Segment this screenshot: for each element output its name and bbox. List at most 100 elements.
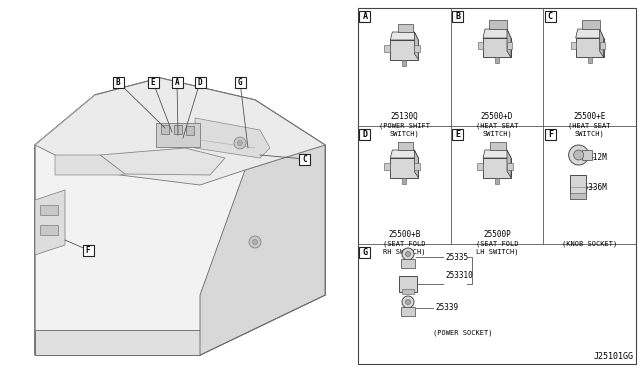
- Bar: [161, 125, 169, 134]
- Bar: [507, 163, 513, 170]
- Polygon shape: [483, 150, 511, 158]
- Bar: [360, 128, 371, 140]
- Bar: [83, 244, 93, 256]
- Text: SWITCH): SWITCH): [575, 130, 605, 137]
- Bar: [478, 42, 483, 49]
- Polygon shape: [35, 78, 325, 185]
- Bar: [483, 158, 511, 177]
- Bar: [403, 177, 406, 183]
- Text: SWITCH): SWITCH): [390, 130, 419, 137]
- Circle shape: [402, 296, 414, 308]
- Text: F: F: [548, 129, 553, 138]
- Polygon shape: [507, 150, 511, 177]
- Polygon shape: [100, 148, 225, 175]
- Circle shape: [406, 299, 410, 305]
- Circle shape: [253, 240, 257, 244]
- Text: (POWER SOCKET): (POWER SOCKET): [433, 329, 493, 336]
- Bar: [571, 42, 575, 49]
- Polygon shape: [600, 29, 604, 57]
- Bar: [477, 163, 483, 170]
- Text: 25500+E: 25500+E: [573, 112, 606, 121]
- Bar: [495, 57, 499, 63]
- Text: 25500P: 25500P: [483, 230, 511, 239]
- Polygon shape: [414, 32, 419, 60]
- Bar: [414, 163, 420, 170]
- Polygon shape: [390, 150, 419, 158]
- Bar: [490, 142, 506, 150]
- Bar: [403, 60, 406, 65]
- Polygon shape: [35, 330, 200, 355]
- Bar: [385, 163, 390, 170]
- Text: (HEAT SEAT: (HEAT SEAT: [568, 122, 611, 128]
- Text: 253310: 253310: [445, 272, 473, 280]
- Text: A: A: [362, 12, 367, 20]
- Polygon shape: [55, 155, 125, 175]
- Bar: [147, 77, 159, 87]
- Circle shape: [249, 236, 261, 248]
- Polygon shape: [35, 78, 325, 355]
- Text: RH SWITCH): RH SWITCH): [383, 248, 426, 254]
- Text: E: E: [455, 129, 460, 138]
- Text: 25500+D: 25500+D: [481, 112, 513, 121]
- Circle shape: [569, 145, 589, 165]
- Text: D: D: [198, 77, 202, 87]
- Bar: [401, 307, 415, 316]
- Text: SWITCH): SWITCH): [482, 130, 512, 137]
- Text: (SEAT FOLD: (SEAT FOLD: [476, 240, 518, 247]
- Bar: [570, 175, 586, 199]
- Text: C: C: [303, 154, 307, 164]
- Bar: [575, 38, 604, 57]
- Circle shape: [234, 137, 246, 149]
- Bar: [385, 45, 390, 52]
- Bar: [507, 42, 512, 49]
- Bar: [186, 126, 194, 135]
- Polygon shape: [35, 190, 65, 255]
- Bar: [172, 77, 182, 87]
- Text: (HEAT SEAT: (HEAT SEAT: [476, 122, 518, 128]
- Text: F: F: [86, 246, 90, 254]
- Text: A: A: [175, 77, 179, 87]
- Text: (SEAT FOLD: (SEAT FOLD: [383, 240, 426, 247]
- Bar: [397, 142, 413, 150]
- Bar: [483, 38, 511, 57]
- Bar: [113, 77, 124, 87]
- Text: LH SWITCH): LH SWITCH): [476, 248, 518, 254]
- Polygon shape: [507, 29, 511, 57]
- Bar: [414, 45, 420, 52]
- Bar: [545, 10, 556, 22]
- Text: G: G: [237, 77, 243, 87]
- Text: (POWER SHIFT: (POWER SHIFT: [379, 122, 430, 128]
- Bar: [452, 128, 463, 140]
- Text: G: G: [362, 247, 367, 257]
- Bar: [452, 10, 463, 22]
- Bar: [40, 205, 58, 215]
- Bar: [195, 77, 205, 87]
- Bar: [358, 8, 636, 364]
- Bar: [174, 125, 182, 134]
- Bar: [156, 123, 200, 147]
- Text: B: B: [455, 12, 460, 20]
- Text: 25500+B: 25500+B: [388, 230, 420, 239]
- Polygon shape: [483, 29, 511, 38]
- Bar: [582, 150, 591, 160]
- Bar: [545, 128, 556, 140]
- Text: 25335: 25335: [445, 253, 468, 262]
- Circle shape: [406, 251, 410, 257]
- Polygon shape: [195, 118, 270, 158]
- Bar: [360, 247, 371, 257]
- Circle shape: [237, 141, 243, 145]
- Text: 25312M: 25312M: [580, 153, 607, 161]
- Bar: [234, 77, 246, 87]
- Polygon shape: [575, 29, 604, 38]
- Bar: [360, 10, 371, 22]
- Bar: [397, 24, 413, 32]
- Bar: [402, 289, 414, 294]
- Text: (KNOB SOCKET): (KNOB SOCKET): [562, 240, 618, 247]
- Text: C: C: [548, 12, 553, 20]
- Bar: [489, 20, 507, 29]
- Polygon shape: [390, 32, 419, 40]
- Circle shape: [573, 150, 584, 160]
- Circle shape: [402, 248, 414, 260]
- Bar: [40, 225, 58, 235]
- Text: E: E: [150, 77, 156, 87]
